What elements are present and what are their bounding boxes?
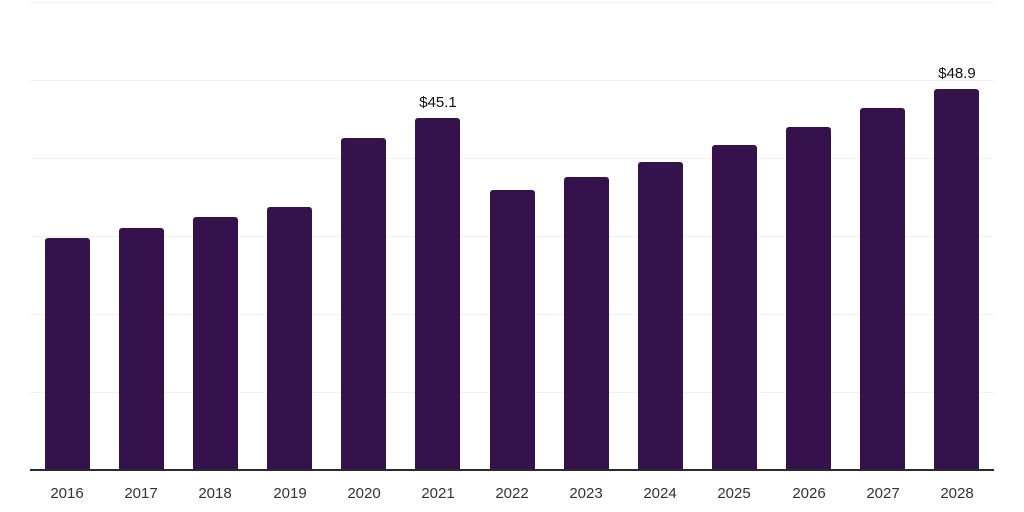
x-tick-2025: 2025 bbox=[717, 485, 751, 502]
bar-2022[interactable] bbox=[490, 190, 535, 470]
gridline-40 bbox=[30, 158, 994, 159]
bar-2018[interactable] bbox=[193, 217, 238, 470]
x-tick-2022: 2022 bbox=[495, 485, 529, 502]
x-axis-line bbox=[30, 469, 994, 471]
x-tick-2023: 2023 bbox=[569, 485, 603, 502]
bar-2027[interactable] bbox=[860, 108, 905, 470]
x-tick-2026: 2026 bbox=[792, 485, 826, 502]
x-tick-2016: 2016 bbox=[50, 485, 84, 502]
bar-2020[interactable] bbox=[341, 138, 386, 470]
x-tick-2017: 2017 bbox=[124, 485, 158, 502]
bar-2028[interactable] bbox=[934, 89, 979, 470]
bar-2016[interactable] bbox=[45, 238, 90, 470]
x-tick-2019: 2019 bbox=[273, 485, 307, 502]
bar-2026[interactable] bbox=[786, 127, 831, 470]
bar-2017[interactable] bbox=[119, 228, 164, 470]
x-tick-2021: 2021 bbox=[421, 485, 455, 502]
data-label-2021: $45.1 bbox=[419, 94, 457, 111]
bar-2019[interactable] bbox=[267, 207, 312, 470]
data-label-2028: $48.9 bbox=[938, 65, 976, 82]
bar-2023[interactable] bbox=[564, 177, 609, 470]
x-tick-2028: 2028 bbox=[940, 485, 974, 502]
gridline-50 bbox=[30, 80, 994, 81]
x-tick-2027: 2027 bbox=[866, 485, 900, 502]
x-tick-2024: 2024 bbox=[643, 485, 677, 502]
x-tick-2018: 2018 bbox=[198, 485, 232, 502]
gridline-60 bbox=[30, 2, 994, 3]
bar-2025[interactable] bbox=[712, 145, 757, 470]
bar-2021[interactable] bbox=[415, 118, 460, 470]
bar-2024[interactable] bbox=[638, 162, 683, 470]
x-tick-2020: 2020 bbox=[347, 485, 381, 502]
